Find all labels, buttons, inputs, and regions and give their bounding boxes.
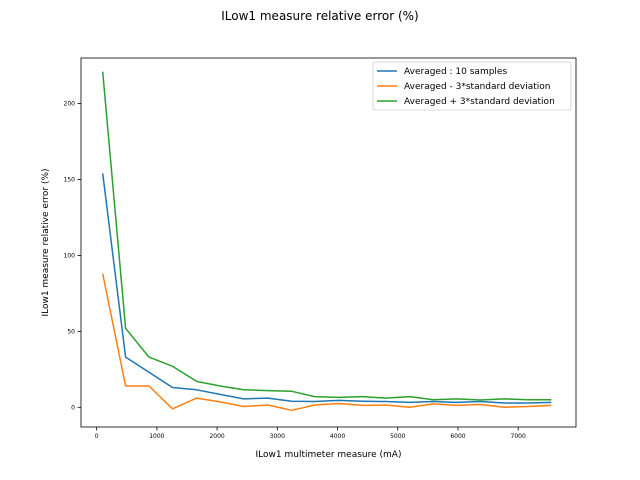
y-tick-label: 100 (64, 252, 76, 259)
x-tick-label: 6000 (450, 433, 465, 440)
x-axis-label: ILow1 multimeter measure (mA) (256, 450, 402, 460)
legend-label-3: Averaged + 3*standard deviation (404, 97, 555, 107)
legend-label-2: Averaged - 3*standard deviation (404, 82, 550, 92)
chart-title: ILow1 measure relative error (%) (221, 9, 418, 23)
plot-area: 0 1000 2000 3000 4000 5000 6000 7000 0 50 100 150 20… (64, 57, 577, 440)
x-tick-label: 4000 (330, 433, 345, 440)
x-tick-label: 0 (95, 433, 99, 440)
series-line-2 (101, 273, 552, 412)
y-tick-label: 0 (71, 404, 75, 411)
axes-frame (80, 57, 577, 428)
y-tick-label: 200 (64, 101, 76, 108)
x-tick-label: 1000 (149, 433, 164, 440)
x-tick-label: 5000 (390, 433, 405, 440)
series-line-3 (101, 71, 552, 401)
x-tick-label: 7000 (511, 433, 526, 440)
legend-label-1: Averaged : 10 samples (404, 67, 507, 77)
y-tick-label: 150 (64, 176, 76, 183)
legend-box (372, 61, 572, 111)
x-tick-label: 2000 (209, 433, 224, 440)
x-tick-label: 3000 (270, 433, 285, 440)
y-tick-label: 50 (67, 328, 75, 335)
y-axis-label: ILow1 measure relative error (%) (41, 168, 51, 316)
series-line-1 (101, 173, 552, 404)
legend: Averaged : 10 samples Averaged - 3*standa… (372, 61, 572, 111)
